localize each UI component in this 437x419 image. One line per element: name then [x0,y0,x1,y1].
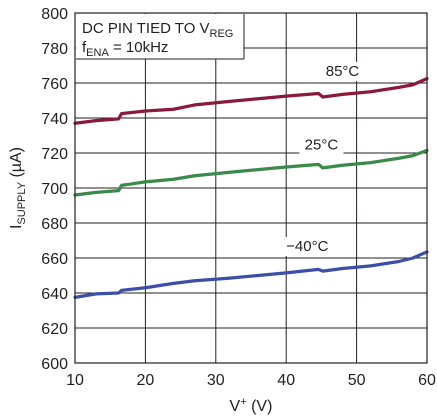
y-tick-label: 780 [41,41,68,58]
series-labels: 85°C 25°C −40°C [280,62,365,256]
x-tick-label: 50 [348,372,366,389]
y-tick-label: 600 [41,356,68,373]
y-tick-label: 640 [41,286,68,303]
plot-frame [74,12,428,364]
y-tick-label: 700 [41,181,68,198]
series-label-bg [299,135,344,155]
x-axis-label: V+ (V) [230,396,273,415]
series-line-2 [73,250,429,299]
series-label-bg [320,62,365,81]
series-line-1 [73,148,429,197]
y-tick-label: 660 [41,251,68,268]
annotation-line-2: fENA = 10kHz [82,39,168,59]
series-label: 25°C [305,137,339,154]
y-tick-label: 740 [41,111,68,128]
series-label: 85°C [326,63,360,80]
y-axis-label: ISUPPLY (µA) [8,147,28,229]
x-tick-label: 60 [418,372,436,389]
tick-labels: 10 20 30 40 50 60 600 620 640 660 680 700 720 740 760 7… [41,6,436,389]
y-tick-label: 800 [41,6,68,23]
series-line-0 [73,77,429,125]
y-tick-label: 760 [41,76,68,93]
x-tick-label: 40 [277,372,295,389]
y-tick-label: 720 [41,146,68,163]
x-tick-label: 30 [207,372,225,389]
y-tick-label: 680 [41,216,68,233]
series-label: −40°C [286,238,328,255]
y-tick-label: 620 [41,321,68,338]
annotation-line-1: DC PIN TIED TO VREG [82,20,233,40]
series-label-bg [280,237,334,256]
grid [75,13,427,363]
x-tick-label: 10 [66,372,84,389]
annotation-box [76,14,244,59]
series-group [73,77,429,299]
x-tick-label: 20 [137,372,155,389]
